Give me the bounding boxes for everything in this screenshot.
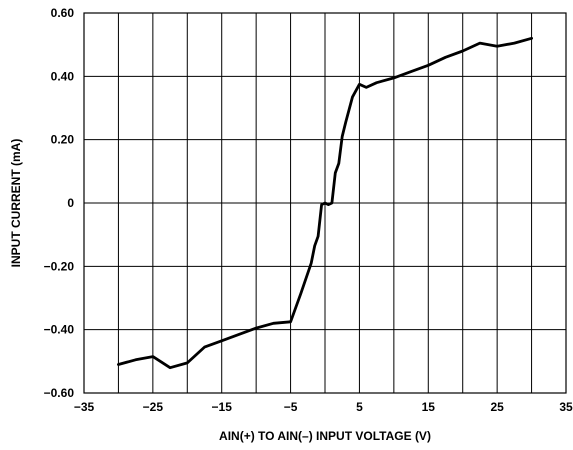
x-tick-label: −5 <box>284 400 298 414</box>
series-layer <box>117 36 533 370</box>
x-tick-label: −25 <box>143 400 164 414</box>
x-tick-labels: −35 −25 −15 −5 5 15 25 35 <box>74 400 573 414</box>
x-axis-title: AIN(+) TO AIN(–) INPUT VOLTAGE (V) <box>219 429 431 443</box>
y-tick-label: 0.40 <box>51 69 75 83</box>
x-tick-label: 15 <box>422 400 436 414</box>
y-axis-title: INPUT CURRENT (mA) <box>9 139 23 268</box>
y-tick-label: −0.40 <box>44 323 75 337</box>
plot-frame <box>83 12 567 394</box>
x-tick-label: 35 <box>559 400 573 414</box>
x-tick-label: −15 <box>212 400 233 414</box>
y-tick-label: 0.60 <box>51 6 75 20</box>
y-tick-label: 0.20 <box>51 133 75 147</box>
x-tick-label: −35 <box>74 400 95 414</box>
y-tick-label: −0.20 <box>44 259 75 273</box>
y-tick-label: 0 <box>67 196 74 210</box>
y-tick-labels: 0.60 0.40 0.20 0 −0.20 −0.40 −0.60 <box>44 6 75 400</box>
x-tick-label: 5 <box>356 400 363 414</box>
series-line-0 <box>117 36 533 370</box>
x-tick-label: 25 <box>490 400 504 414</box>
y-tick-label: −0.60 <box>44 386 75 400</box>
